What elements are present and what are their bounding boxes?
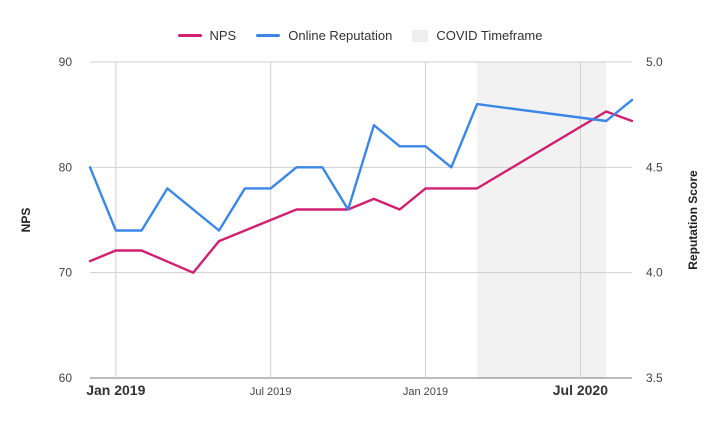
legend-swatch-online-reputation <box>256 34 281 37</box>
x-tick-label: Jan 2019 <box>86 382 145 398</box>
legend-label-online-reputation: Online Reputation <box>288 28 393 43</box>
x-tick-label: Jul 2019 <box>250 386 292 398</box>
legend-swatch-covid-timeframe <box>412 29 429 42</box>
legend-item-online-reputation[interactable]: Online Reputation <box>256 28 392 43</box>
legend-swatch-nps <box>177 34 202 37</box>
y-left-tick-label: 70 <box>59 266 73 280</box>
chart-legend: NPS Online Reputation COVID Timeframe <box>0 28 720 43</box>
y-right-tick-label: 4.5 <box>646 160 663 174</box>
x-tick-label: Jul 2020 <box>553 382 608 398</box>
legend-item-nps[interactable]: NPS <box>177 28 237 43</box>
y-right-axis-title: Reputation Score <box>686 170 700 270</box>
series-line-nps <box>88 110 634 274</box>
y-left-tick-label: 80 <box>59 160 73 174</box>
y-left-tick-label: 90 <box>59 55 73 69</box>
covid-timeframe-region <box>477 62 607 378</box>
y-left-tick-label: 60 <box>59 371 73 385</box>
y-left-axis-title: NPS <box>19 208 33 233</box>
y-right-tick-label: 4.0 <box>646 266 663 280</box>
legend-label-covid-timeframe: COVID Timeframe <box>436 28 543 43</box>
x-tick-label: Jan 2019 <box>403 386 448 398</box>
y-right-tick-label: 5.0 <box>646 55 663 69</box>
series-line-online-reputation <box>88 98 634 232</box>
legend-label-nps: NPS <box>209 28 237 43</box>
legend-item-covid-timeframe[interactable]: COVID Timeframe <box>412 28 543 43</box>
y-right-tick-label: 3.5 <box>646 371 663 385</box>
